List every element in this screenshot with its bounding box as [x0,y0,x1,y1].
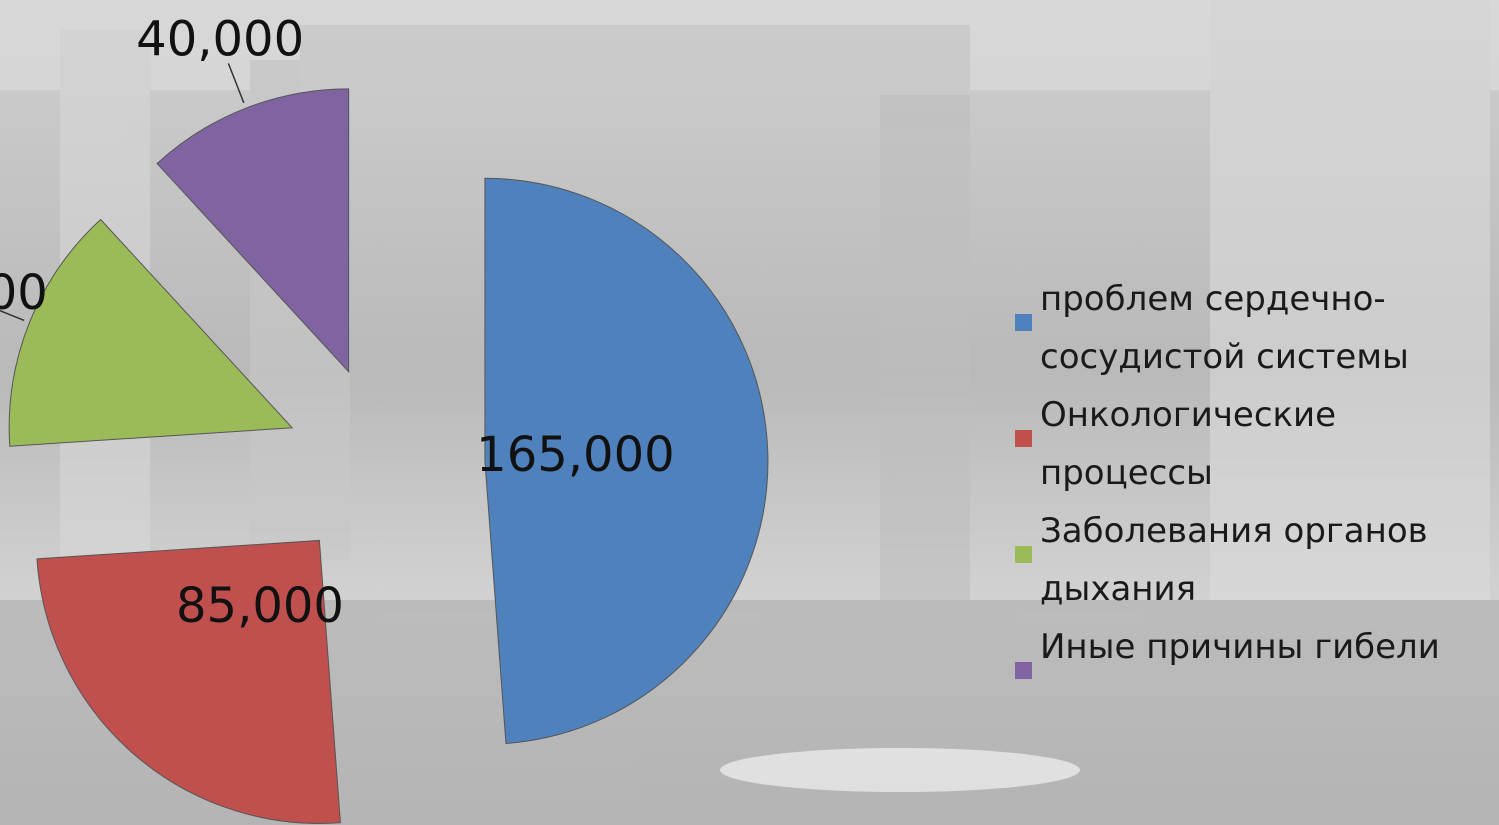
leader-line [0,309,25,322]
legend: проблем сердечно-сосудистой системы Онкол… [1012,270,1492,679]
leader-line [227,63,245,104]
legend-swatch [1015,314,1032,331]
slices: 165,000 85,000 48,000 40,000 [0,11,769,824]
legend-entry: Онкологические процессы [1012,386,1492,502]
legend-label: Заболевания органов дыхания [1040,511,1428,609]
legend-swatch [1015,662,1032,679]
legend-entry: проблем сердечно-сосудистой системы [1012,270,1492,386]
data-label: 48,000 [0,265,48,321]
legend-label: проблем сердечно-сосудистой системы [1040,279,1409,377]
data-label: 40,000 [136,11,304,67]
pie-slice [484,177,769,745]
legend-label: Иные причины гибели [1040,627,1440,667]
legend-entry: Иные причины гибели [1012,618,1492,679]
pie-slice [36,539,341,824]
legend-label: Онкологические процессы [1040,395,1337,493]
data-label: 165,000 [476,427,675,483]
data-label: 85,000 [176,578,344,634]
legend-swatch [1015,546,1032,563]
legend-entry: Заболевания органов дыхания [1012,502,1492,618]
pie-slice [8,218,294,447]
legend-swatch [1015,430,1032,447]
pie-slice [156,88,350,374]
